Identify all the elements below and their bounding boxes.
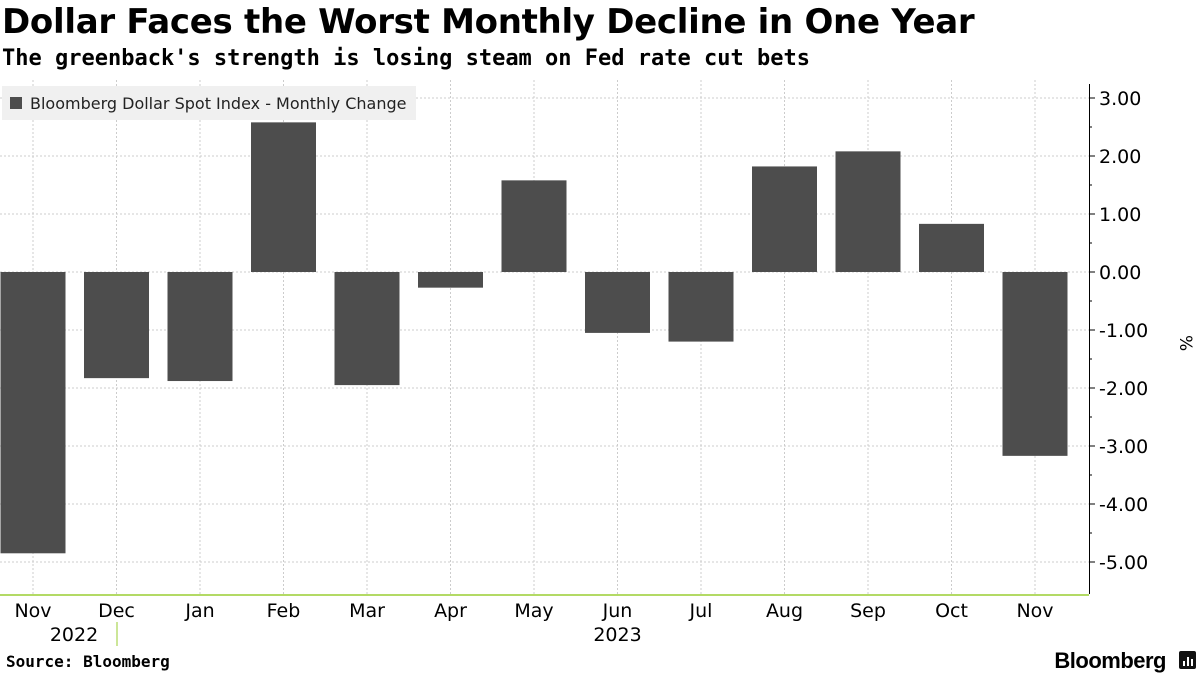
y-tick-label: -1.00 — [1099, 320, 1148, 342]
y-tick-label: 3.00 — [1099, 88, 1141, 110]
bar — [835, 151, 901, 272]
x-tick-label: Mar — [349, 600, 385, 622]
x-tick-label: Sep — [850, 600, 886, 622]
y-axis-unit-label: % — [1175, 335, 1195, 351]
legend-swatch — [10, 97, 22, 109]
bloomberg-terminal-icon — [1179, 651, 1196, 669]
chart-legend: Bloomberg Dollar Spot Index - Monthly Ch… — [2, 86, 417, 120]
chart-title: Dollar Faces the Worst Monthly Decline i… — [2, 2, 975, 42]
bar — [752, 166, 817, 272]
bar — [418, 272, 483, 288]
chart-subtitle: The greenback's strength is losing steam… — [2, 46, 810, 71]
legend-label: Bloomberg Dollar Spot Index - Monthly Ch… — [30, 93, 407, 113]
year-label: 2023 — [593, 624, 641, 646]
x-tick-label: Jun — [602, 600, 633, 622]
brand-logo: Bloomberg — [1054, 648, 1166, 673]
x-tick-label: Jan — [184, 600, 214, 622]
x-tick-label: Nov — [14, 600, 51, 622]
bar — [585, 272, 650, 333]
y-tick-label: -3.00 — [1099, 436, 1148, 458]
bar — [1002, 272, 1068, 456]
x-tick-label: Oct — [935, 600, 968, 622]
x-tick-label: May — [514, 600, 553, 622]
y-tick-label: -4.00 — [1099, 494, 1148, 516]
source-note: Source: Bloomberg — [6, 652, 170, 671]
bar — [668, 272, 734, 342]
bar — [0, 272, 66, 554]
y-tick-label: 1.00 — [1099, 204, 1141, 226]
bar — [251, 122, 316, 272]
x-tick-label: Feb — [267, 600, 301, 622]
x-tick-label: Dec — [98, 600, 135, 622]
y-tick-label: -5.00 — [1099, 552, 1148, 574]
y-tick-label: 0.00 — [1099, 262, 1141, 284]
bar — [84, 272, 149, 379]
bar — [501, 180, 567, 272]
bar — [919, 223, 984, 272]
year-label: 2022 — [50, 624, 98, 646]
x-tick-label: Nov — [1016, 600, 1053, 622]
bar — [167, 272, 233, 382]
y-tick-label: -2.00 — [1099, 378, 1148, 400]
bar — [334, 272, 400, 386]
x-tick-label: Jul — [689, 600, 713, 622]
x-tick-label: Apr — [434, 600, 467, 622]
x-tick-label: Aug — [766, 600, 803, 622]
y-tick-label: 2.00 — [1099, 146, 1141, 168]
